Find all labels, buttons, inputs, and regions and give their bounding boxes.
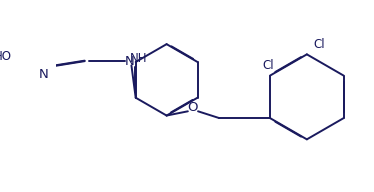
Text: HO: HO	[0, 50, 12, 63]
Text: NH: NH	[129, 52, 147, 65]
Text: N: N	[39, 68, 49, 81]
Text: Cl: Cl	[263, 59, 274, 72]
Text: O: O	[187, 101, 197, 113]
Text: Cl: Cl	[313, 38, 325, 51]
Text: N: N	[125, 55, 135, 68]
